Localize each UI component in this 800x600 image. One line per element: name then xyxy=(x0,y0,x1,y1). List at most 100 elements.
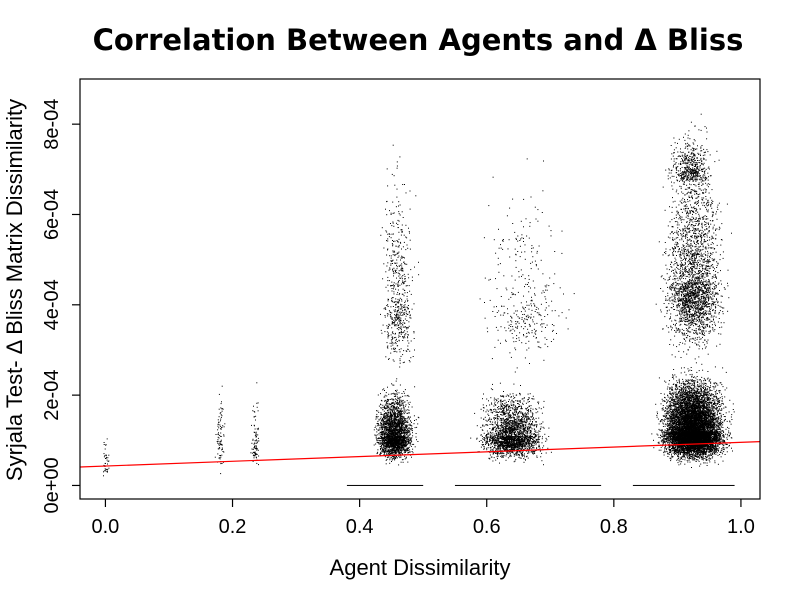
scatter-point xyxy=(501,432,503,434)
scatter-point xyxy=(512,407,514,409)
scatter-point xyxy=(393,425,395,426)
scatter-point xyxy=(534,429,536,431)
scatter-point xyxy=(396,264,397,266)
scatter-point xyxy=(503,444,504,446)
scatter-point xyxy=(382,414,384,416)
scatter-point xyxy=(401,420,402,422)
scatter-point xyxy=(396,451,398,453)
scatter-point xyxy=(508,412,509,414)
scatter-point xyxy=(220,441,222,443)
scatter-point xyxy=(384,418,385,420)
scatter-point xyxy=(391,446,393,448)
scatter-point xyxy=(375,443,377,445)
scatter-point xyxy=(400,327,402,329)
scatter-point xyxy=(380,438,382,439)
scatter-point xyxy=(410,438,412,440)
scatter-point xyxy=(492,432,494,434)
scatter-point xyxy=(375,437,377,439)
scatter-point xyxy=(395,341,397,343)
scatter-point xyxy=(509,409,511,411)
scatter-point xyxy=(382,440,384,442)
scatter-point xyxy=(399,431,400,433)
scatter-point xyxy=(406,437,408,439)
scatter-point xyxy=(396,423,398,425)
scatter-point xyxy=(495,426,496,428)
scatter-point xyxy=(394,433,395,435)
scatter-point xyxy=(513,424,515,426)
scatter-point xyxy=(390,432,392,434)
scatter-point xyxy=(387,407,389,409)
scatter-point xyxy=(404,429,406,431)
scatter-point xyxy=(509,456,511,458)
scatter-point xyxy=(398,349,400,351)
scatter-point xyxy=(393,451,395,453)
scatter-point xyxy=(411,437,413,439)
scatter-point xyxy=(386,441,388,443)
scatter-point xyxy=(218,434,220,436)
scatter-point xyxy=(408,406,410,408)
scatter-point xyxy=(405,428,407,430)
scatter-point xyxy=(520,449,522,450)
scatter-point xyxy=(396,432,398,434)
scatter-point xyxy=(492,442,494,444)
scatter-point xyxy=(502,429,504,431)
scatter-point xyxy=(502,406,504,408)
scatter-point xyxy=(220,412,222,414)
scatter-point xyxy=(399,274,401,276)
scatter-point xyxy=(399,362,401,364)
scatter-point xyxy=(393,449,395,451)
scatter-point xyxy=(400,313,401,315)
scatter-point xyxy=(103,444,105,445)
scatter-point xyxy=(107,468,109,470)
scatter-point xyxy=(526,441,528,443)
scatter-point xyxy=(382,419,384,421)
scatter-point xyxy=(512,444,514,446)
scatter-point xyxy=(509,424,510,426)
scatter-point xyxy=(497,415,499,417)
scatter-point xyxy=(406,326,408,328)
scatter-point xyxy=(519,429,521,431)
scatter-point xyxy=(486,449,488,451)
scatter-point xyxy=(531,428,533,430)
scatter-point xyxy=(392,399,394,401)
scatter-point xyxy=(392,268,393,270)
scatter-point xyxy=(521,455,523,457)
scatter-point xyxy=(407,420,409,422)
scatter-point xyxy=(517,422,519,424)
scatter-point xyxy=(401,293,403,295)
scatter-point xyxy=(405,441,407,443)
scatter-point xyxy=(390,403,391,405)
scatter-point xyxy=(398,412,399,414)
scatter-point xyxy=(399,447,401,448)
scatter-point xyxy=(385,230,387,232)
scatter-point xyxy=(387,442,389,444)
scatter-point xyxy=(515,435,516,437)
scatter-point xyxy=(385,422,387,424)
scatter-point xyxy=(382,389,384,391)
scatter-point xyxy=(386,459,388,460)
scatter-point xyxy=(397,412,399,414)
scatter-point xyxy=(395,315,397,317)
scatter-point xyxy=(383,430,385,432)
scatter-point xyxy=(398,231,400,233)
scatter-point xyxy=(399,413,401,415)
scatter-point xyxy=(402,288,404,290)
scatter-point xyxy=(401,400,403,402)
scatter-point xyxy=(400,425,402,427)
scatter-point xyxy=(504,449,506,451)
scatter-point xyxy=(404,302,406,303)
scatter-point xyxy=(395,427,397,429)
scatter-point xyxy=(217,453,219,455)
scatter-point xyxy=(508,421,510,423)
scatter-point xyxy=(390,439,391,441)
scatter-point xyxy=(403,422,405,424)
scatter-point xyxy=(388,441,390,443)
scatter-point xyxy=(398,314,400,316)
scatter-point xyxy=(409,433,411,435)
scatter-point xyxy=(397,306,399,307)
scatter-point xyxy=(380,313,381,315)
scatter-point xyxy=(383,416,385,417)
scatter-point xyxy=(218,421,220,423)
scatter-point xyxy=(486,398,488,400)
scatter-point xyxy=(384,425,386,427)
